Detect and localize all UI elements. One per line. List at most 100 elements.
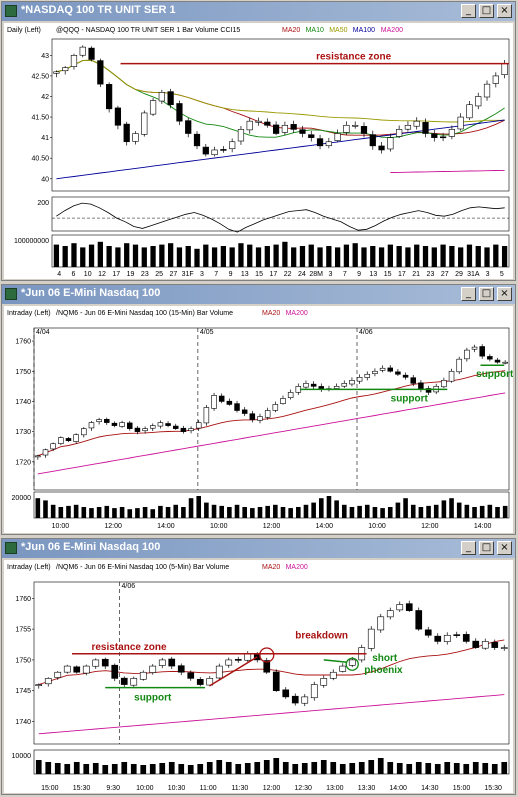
candle-body	[348, 659, 356, 666]
window-icon	[5, 542, 17, 554]
short-phoenix-circle	[345, 657, 359, 671]
candle-body	[404, 124, 412, 130]
close-icon[interactable]: ×	[497, 287, 512, 301]
volume-bar	[372, 507, 378, 518]
volume-bar	[431, 247, 437, 267]
volume-bar	[418, 507, 424, 518]
candle-body	[387, 137, 394, 150]
volume-bar	[396, 763, 403, 774]
minimize-icon[interactable]: _	[461, 541, 476, 555]
breakdown-label: breakdown	[295, 630, 348, 641]
candle-body	[220, 149, 227, 151]
candle-body	[396, 604, 404, 611]
candle-body	[367, 628, 375, 649]
volume-bar	[387, 762, 394, 774]
fifteen-min-chart-area[interactable]: Intraday (Left) /NQM6 - Jun 06 E-Mini Nas…	[4, 306, 513, 533]
candle-body	[237, 129, 245, 142]
close-icon[interactable]: ×	[497, 4, 512, 18]
candle-body	[123, 123, 130, 143]
close-icon[interactable]: ×	[497, 541, 512, 555]
candle-body	[410, 377, 416, 384]
candle-body	[483, 83, 491, 98]
window-titlebar[interactable]: *Jun 06 E-Mini Nasdaq 100 _ □ ×	[2, 539, 515, 558]
volume-bar	[475, 246, 481, 267]
volume-bar	[235, 764, 242, 774]
candle-body	[157, 422, 164, 427]
five-min-chart-window[interactable]: *Jun 06 E-Mini Nasdaq 100 _ □ × Intraday…	[1, 538, 516, 795]
window-icon	[5, 5, 17, 17]
x-tick-label: 21	[412, 271, 420, 278]
volume-bar	[466, 244, 473, 267]
volume-pane-y-label: 10000	[12, 753, 32, 760]
x-tick-label: 7	[214, 271, 218, 278]
volume-bar	[234, 504, 240, 518]
candle-body	[257, 416, 263, 421]
volume-bar	[364, 504, 370, 518]
x-tick-label: 10:00	[52, 523, 70, 530]
volume-bar	[121, 762, 128, 774]
volume-pane-border	[33, 491, 510, 519]
volume-bar	[425, 763, 432, 774]
candle-body	[448, 129, 455, 137]
candle-body	[475, 96, 482, 107]
maximize-icon[interactable]: □	[479, 287, 494, 301]
volume-bar	[229, 247, 235, 267]
volume-bar	[35, 760, 42, 774]
volume-bar	[377, 758, 384, 774]
volume-bar	[142, 507, 148, 518]
price-pane-border	[51, 38, 510, 192]
volume-bar	[112, 508, 117, 518]
breakdown-trendline	[209, 656, 258, 687]
cci-pane-border	[51, 196, 510, 232]
candle-body	[290, 124, 297, 130]
date-marker: 4/06	[122, 583, 136, 590]
candle-body	[82, 665, 90, 674]
x-tick-label: 14:00	[157, 523, 175, 530]
x-tick-label: 9	[357, 271, 361, 278]
volume-bar	[158, 505, 163, 518]
candle-body	[241, 409, 248, 414]
candle-body	[431, 133, 438, 138]
x-tick-label: 13	[369, 271, 377, 278]
candle-body	[299, 129, 306, 134]
candle-body	[185, 120, 192, 134]
x-tick-label: 23	[427, 271, 435, 278]
candle-body	[441, 380, 447, 388]
window-titlebar[interactable]: *NASDAQ 100 TR UNIT SER 1 _ □ ×	[2, 2, 515, 21]
daily-chart-window[interactable]: *NASDAQ 100 TR UNIT SER 1 _ □ × Daily (L…	[1, 1, 516, 281]
candle-body	[343, 124, 350, 133]
candle-body	[303, 383, 309, 388]
maximize-icon[interactable]: □	[479, 4, 494, 18]
candle-body	[88, 422, 95, 429]
volume-bar	[43, 500, 48, 518]
candle-body	[378, 145, 385, 151]
x-tick-label: 12:00	[263, 785, 281, 792]
volume-bar	[406, 764, 413, 774]
x-tick-label: 25	[155, 271, 163, 278]
symbol-label: /NQM6 - Jun 06 E-Mini Nasdaq 100 (5-Min)…	[56, 564, 229, 571]
candle-body	[360, 126, 368, 134]
y-tick-label: 1760	[15, 596, 31, 603]
volume-bar	[238, 243, 244, 267]
candle-body	[114, 107, 122, 126]
window-titlebar[interactable]: *Jun 06 E-Mini Nasdaq 100 _ □ ×	[2, 285, 515, 304]
minimize-icon[interactable]: _	[461, 4, 476, 18]
y-tick-label: 1750	[15, 657, 31, 664]
x-tick-label: 11:00	[200, 785, 217, 792]
maximize-icon[interactable]: □	[479, 541, 494, 555]
x-tick-label: 17	[398, 271, 406, 278]
volume-bar	[501, 762, 508, 774]
volume-bar	[149, 764, 156, 774]
fifteen-min-chart-window[interactable]: *Jun 06 E-Mini Nasdaq 100 _ □ × Intraday…	[1, 284, 516, 535]
candle-body	[58, 437, 64, 444]
x-tick-label: 15:00	[453, 785, 471, 792]
candle-body	[472, 640, 480, 648]
candle-body	[180, 427, 187, 432]
y-tick-label: 1755	[15, 627, 31, 634]
candle-body	[139, 671, 147, 680]
five-min-chart-area[interactable]: Intraday (Left) /NQM6 - Jun 06 E-Mini Nas…	[4, 560, 513, 793]
minimize-icon[interactable]: _	[461, 287, 476, 301]
daily-chart-area[interactable]: Daily (Left) @QQQ - NASDAQ 100 TR UNIT SE…	[4, 23, 513, 279]
date-marker: 4/05	[200, 329, 214, 336]
candle-body	[280, 398, 286, 404]
